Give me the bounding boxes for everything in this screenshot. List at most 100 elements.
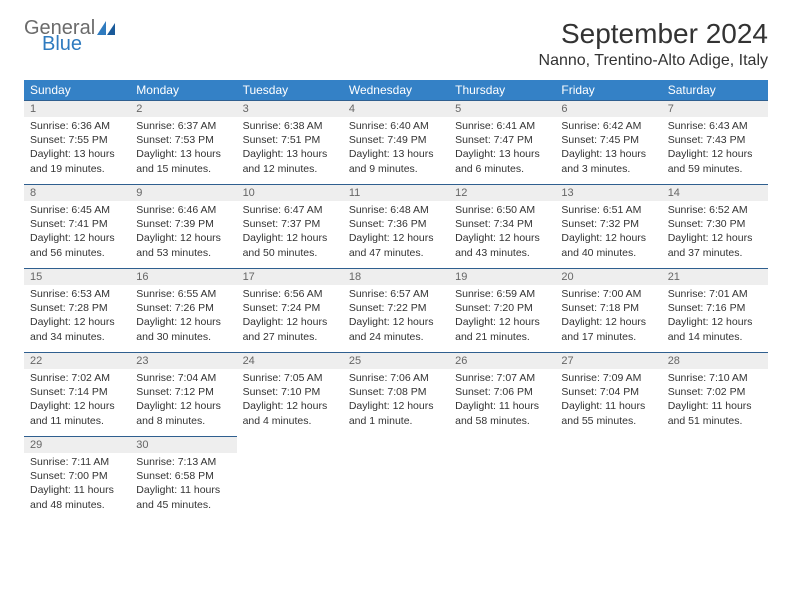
daylight-line: Daylight: 12 hours and 11 minutes.	[30, 399, 124, 427]
logo-text-blue: Blue	[42, 34, 115, 54]
sunset-line: Sunset: 7:55 PM	[30, 133, 124, 147]
day-number: 20	[555, 268, 661, 285]
daylight-line: Daylight: 12 hours and 47 minutes.	[349, 231, 443, 259]
sunrise-line: Sunrise: 6:50 AM	[455, 203, 549, 217]
sunrise-line: Sunrise: 6:42 AM	[561, 119, 655, 133]
day-number: 5	[449, 100, 555, 117]
daylight-line: Daylight: 13 hours and 19 minutes.	[30, 147, 124, 175]
day-body: Sunrise: 7:06 AMSunset: 7:08 PMDaylight:…	[343, 369, 449, 434]
day-number: 13	[555, 184, 661, 201]
sunrise-line: Sunrise: 6:43 AM	[668, 119, 762, 133]
weekday-header: Tuesday	[237, 80, 343, 100]
day-number: 30	[130, 436, 236, 453]
day-body: Sunrise: 7:13 AMSunset: 6:58 PMDaylight:…	[130, 453, 236, 518]
day-body: Sunrise: 6:37 AMSunset: 7:53 PMDaylight:…	[130, 117, 236, 182]
title-block: September 2024 Nanno, Trentino-Alto Adig…	[539, 18, 768, 70]
sunrise-line: Sunrise: 6:37 AM	[136, 119, 230, 133]
day-body: Sunrise: 6:53 AMSunset: 7:28 PMDaylight:…	[24, 285, 130, 350]
sunset-line: Sunset: 7:02 PM	[668, 385, 762, 399]
daylight-line: Daylight: 12 hours and 40 minutes.	[561, 231, 655, 259]
sunset-line: Sunset: 7:28 PM	[30, 301, 124, 315]
sunrise-line: Sunrise: 7:06 AM	[349, 371, 443, 385]
sunrise-line: Sunrise: 7:02 AM	[30, 371, 124, 385]
sunset-line: Sunset: 6:58 PM	[136, 469, 230, 483]
calendar-cell: 26Sunrise: 7:07 AMSunset: 7:06 PMDayligh…	[449, 352, 555, 436]
daylight-line: Daylight: 13 hours and 12 minutes.	[243, 147, 337, 175]
day-number: 16	[130, 268, 236, 285]
sunrise-line: Sunrise: 7:11 AM	[30, 455, 124, 469]
day-body: Sunrise: 6:48 AMSunset: 7:36 PMDaylight:…	[343, 201, 449, 266]
sunrise-line: Sunrise: 6:45 AM	[30, 203, 124, 217]
calendar-cell	[662, 436, 768, 520]
day-number: 9	[130, 184, 236, 201]
sunset-line: Sunset: 7:26 PM	[136, 301, 230, 315]
daylight-line: Daylight: 11 hours and 48 minutes.	[30, 483, 124, 511]
weekday-header: Wednesday	[343, 80, 449, 100]
sunrise-line: Sunrise: 7:13 AM	[136, 455, 230, 469]
day-number: 11	[343, 184, 449, 201]
day-number: 27	[555, 352, 661, 369]
day-body: Sunrise: 6:40 AMSunset: 7:49 PMDaylight:…	[343, 117, 449, 182]
calendar-row: 1Sunrise: 6:36 AMSunset: 7:55 PMDaylight…	[24, 100, 768, 184]
sunrise-line: Sunrise: 6:57 AM	[349, 287, 443, 301]
day-body: Sunrise: 6:47 AMSunset: 7:37 PMDaylight:…	[237, 201, 343, 266]
daylight-line: Daylight: 12 hours and 50 minutes.	[243, 231, 337, 259]
calendar-cell: 7Sunrise: 6:43 AMSunset: 7:43 PMDaylight…	[662, 100, 768, 184]
day-number: 25	[343, 352, 449, 369]
calendar-cell	[555, 436, 661, 520]
sunrise-line: Sunrise: 6:36 AM	[30, 119, 124, 133]
day-body: Sunrise: 7:11 AMSunset: 7:00 PMDaylight:…	[24, 453, 130, 518]
calendar-row: 29Sunrise: 7:11 AMSunset: 7:00 PMDayligh…	[24, 436, 768, 520]
calendar-cell: 11Sunrise: 6:48 AMSunset: 7:36 PMDayligh…	[343, 184, 449, 268]
daylight-line: Daylight: 12 hours and 17 minutes.	[561, 315, 655, 343]
sunset-line: Sunset: 7:39 PM	[136, 217, 230, 231]
sunrise-line: Sunrise: 7:10 AM	[668, 371, 762, 385]
sunrise-line: Sunrise: 6:59 AM	[455, 287, 549, 301]
day-body: Sunrise: 6:46 AMSunset: 7:39 PMDaylight:…	[130, 201, 236, 266]
day-body: Sunrise: 6:57 AMSunset: 7:22 PMDaylight:…	[343, 285, 449, 350]
daylight-line: Daylight: 11 hours and 55 minutes.	[561, 399, 655, 427]
calendar-cell: 15Sunrise: 6:53 AMSunset: 7:28 PMDayligh…	[24, 268, 130, 352]
sunset-line: Sunset: 7:00 PM	[30, 469, 124, 483]
day-body: Sunrise: 6:50 AMSunset: 7:34 PMDaylight:…	[449, 201, 555, 266]
sunset-line: Sunset: 7:20 PM	[455, 301, 549, 315]
page-header: General Blue September 2024 Nanno, Trent…	[24, 18, 768, 70]
day-number: 6	[555, 100, 661, 117]
sunset-line: Sunset: 7:06 PM	[455, 385, 549, 399]
sunrise-line: Sunrise: 6:53 AM	[30, 287, 124, 301]
daylight-line: Daylight: 13 hours and 15 minutes.	[136, 147, 230, 175]
day-number: 18	[343, 268, 449, 285]
weekday-header: Friday	[555, 80, 661, 100]
daylight-line: Daylight: 12 hours and 4 minutes.	[243, 399, 337, 427]
calendar-cell: 18Sunrise: 6:57 AMSunset: 7:22 PMDayligh…	[343, 268, 449, 352]
sunrise-line: Sunrise: 7:00 AM	[561, 287, 655, 301]
daylight-line: Daylight: 11 hours and 51 minutes.	[668, 399, 762, 427]
month-title: September 2024	[539, 18, 768, 50]
calendar-cell: 22Sunrise: 7:02 AMSunset: 7:14 PMDayligh…	[24, 352, 130, 436]
sunrise-line: Sunrise: 7:05 AM	[243, 371, 337, 385]
day-body: Sunrise: 6:36 AMSunset: 7:55 PMDaylight:…	[24, 117, 130, 182]
calendar-cell: 3Sunrise: 6:38 AMSunset: 7:51 PMDaylight…	[237, 100, 343, 184]
sunset-line: Sunset: 7:47 PM	[455, 133, 549, 147]
calendar-cell: 1Sunrise: 6:36 AMSunset: 7:55 PMDaylight…	[24, 100, 130, 184]
sunrise-line: Sunrise: 6:48 AM	[349, 203, 443, 217]
day-number: 24	[237, 352, 343, 369]
daylight-line: Daylight: 12 hours and 24 minutes.	[349, 315, 443, 343]
sunrise-line: Sunrise: 7:04 AM	[136, 371, 230, 385]
day-number: 8	[24, 184, 130, 201]
day-number: 2	[130, 100, 236, 117]
weekday-header: Saturday	[662, 80, 768, 100]
daylight-line: Daylight: 12 hours and 27 minutes.	[243, 315, 337, 343]
sunrise-line: Sunrise: 6:55 AM	[136, 287, 230, 301]
sunrise-line: Sunrise: 6:51 AM	[561, 203, 655, 217]
day-number: 23	[130, 352, 236, 369]
sunrise-line: Sunrise: 6:38 AM	[243, 119, 337, 133]
sunrise-line: Sunrise: 6:40 AM	[349, 119, 443, 133]
daylight-line: Daylight: 13 hours and 3 minutes.	[561, 147, 655, 175]
day-body: Sunrise: 7:05 AMSunset: 7:10 PMDaylight:…	[237, 369, 343, 434]
sunrise-line: Sunrise: 6:47 AM	[243, 203, 337, 217]
day-body: Sunrise: 7:09 AMSunset: 7:04 PMDaylight:…	[555, 369, 661, 434]
daylight-line: Daylight: 11 hours and 45 minutes.	[136, 483, 230, 511]
calendar-cell: 6Sunrise: 6:42 AMSunset: 7:45 PMDaylight…	[555, 100, 661, 184]
day-number: 29	[24, 436, 130, 453]
